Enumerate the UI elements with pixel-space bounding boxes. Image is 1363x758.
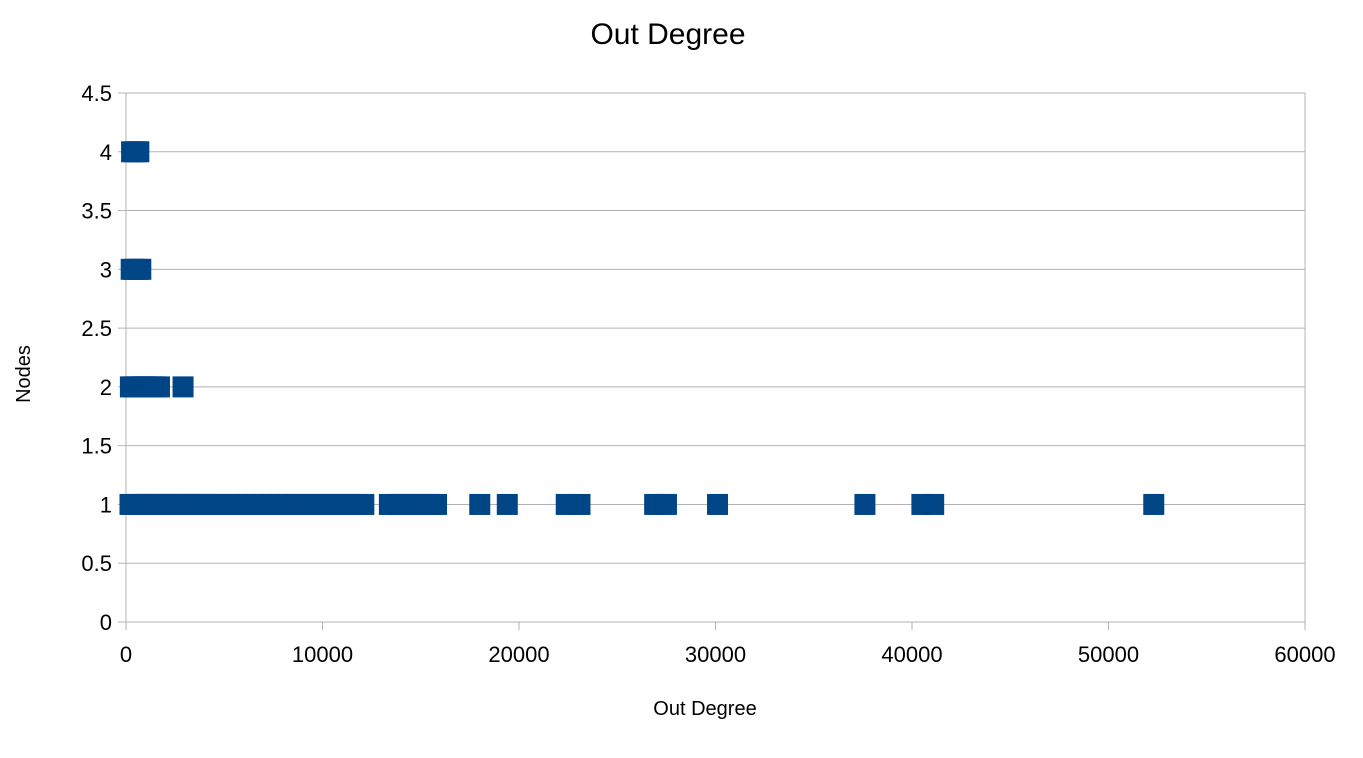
data-point (1143, 493, 1165, 515)
data-point (655, 493, 677, 515)
x-tick-label: 50000 (1078, 642, 1139, 667)
y-tick-label: 3 (100, 257, 112, 282)
data-point (148, 376, 170, 398)
x-axis-label: Out Degree (653, 698, 756, 720)
x-tick-label: 20000 (488, 642, 549, 667)
data-point (128, 141, 150, 163)
data-point (569, 493, 591, 515)
data-point (854, 493, 876, 515)
data-point (923, 493, 945, 515)
y-tick-label: 4.5 (81, 81, 112, 106)
y-tick-label: 1.5 (81, 434, 112, 459)
x-axis-ticks: 0 10000 20000 30000 40000 50000 60000 (120, 622, 1336, 667)
data-point (426, 493, 448, 515)
x-tick-label: 40000 (881, 642, 942, 667)
y-tick-label: 4 (100, 140, 112, 165)
plot-area (125, 92, 1306, 623)
data-point (130, 258, 152, 280)
data-point (172, 376, 194, 398)
y-tick-label: 1 (100, 492, 112, 517)
data-point (353, 493, 375, 515)
y-axis-ticks: 0 0.5 1 1.5 2 2.5 3 3.5 4 4.5 (81, 81, 126, 635)
y-tick-label: 0.5 (81, 551, 112, 576)
y-tick-label: 3.5 (81, 199, 112, 224)
data-points (119, 141, 1165, 515)
data-point (496, 493, 518, 515)
y-axis-label: Nodes (13, 345, 35, 403)
x-tick-label: 10000 (292, 642, 353, 667)
y-tick-label: 0 (100, 610, 112, 635)
gridlines (126, 92, 1305, 623)
data-point (707, 493, 729, 515)
chart-title: Out Degree (590, 18, 745, 51)
data-point (469, 493, 491, 515)
y-tick-label: 2 (100, 375, 112, 400)
x-tick-label: 30000 (685, 642, 746, 667)
x-tick-label: 60000 (1274, 642, 1335, 667)
y-tick-label: 2.5 (81, 316, 112, 341)
x-tick-label: 0 (120, 642, 132, 667)
